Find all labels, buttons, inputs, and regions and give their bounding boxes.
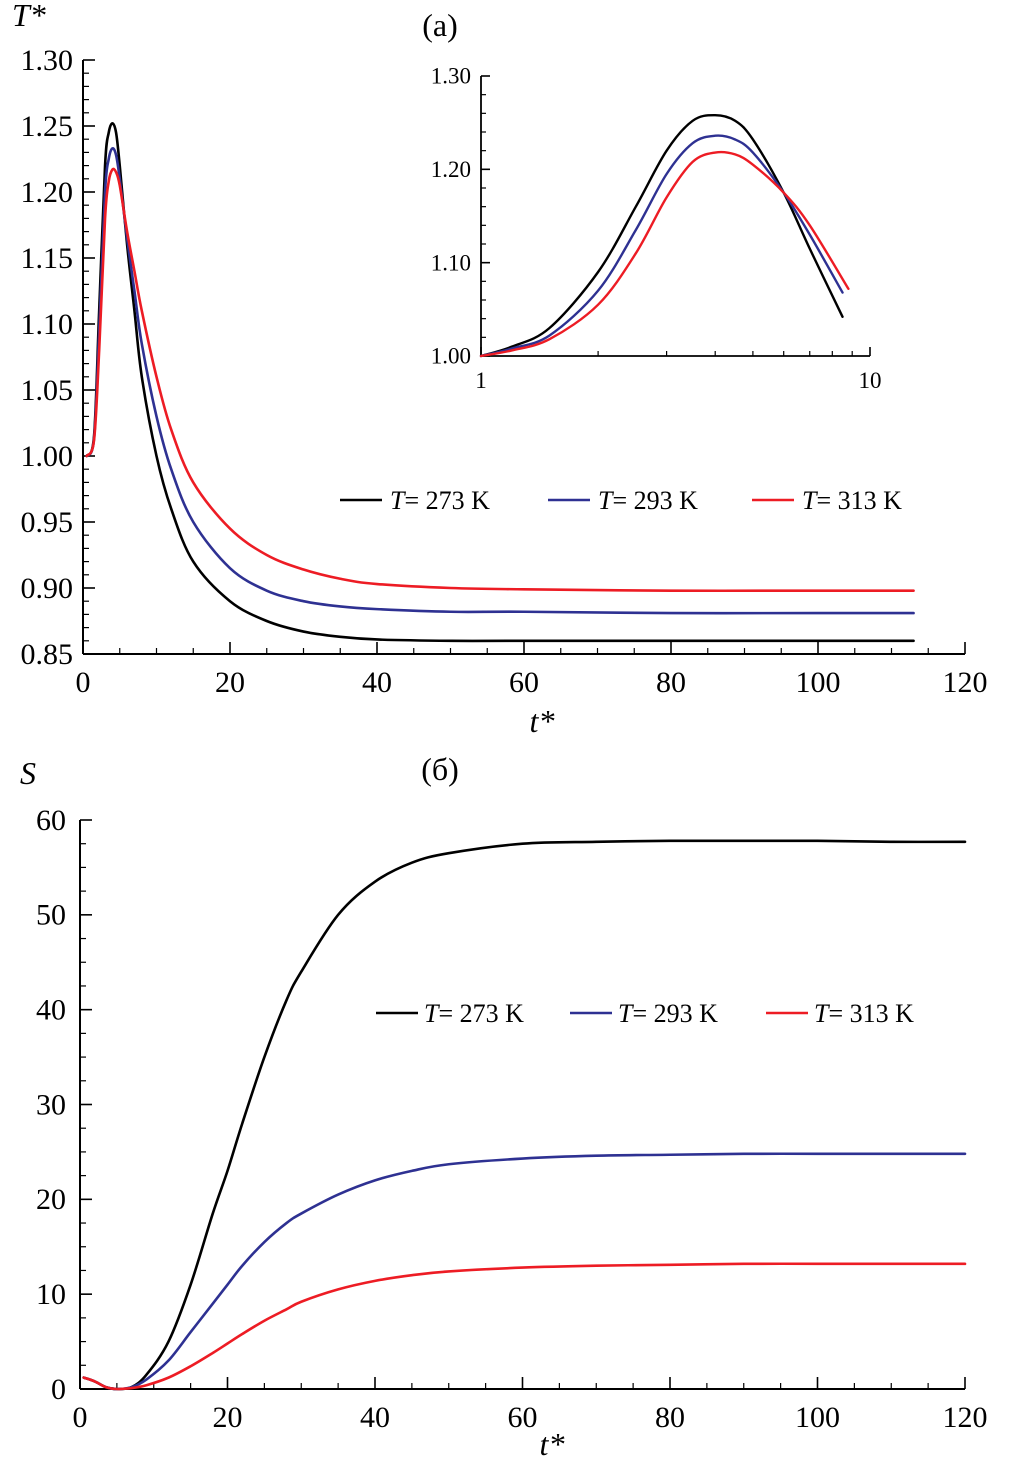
panel-a-series-line-293k — [85, 147, 915, 615]
panel-b-y-tick-label: 10 — [36, 1278, 66, 1311]
panel-a-y-tick-label: 1.10 — [21, 308, 74, 341]
panel-a-temperature-chart: (a) T* t* 0.85 0.90 0.95 1.00 1.05 1.10 1.15 1.… — [12, 0, 988, 739]
panel-b-x-tick-label: 80 — [655, 1401, 685, 1434]
panel-a-legend: T= 273 K T= 293 K T= 313 K — [340, 486, 902, 515]
inset-y-tick-label: 1.10 — [431, 250, 471, 275]
legend-a-text-313: = 313 K — [816, 486, 902, 515]
panel-a-x-tick-label: 20 — [215, 666, 245, 699]
inset-series-line-313k — [479, 150, 850, 358]
panel-a-x-tick-label: 80 — [656, 666, 686, 699]
panel-b-x-tick-label: 0 — [73, 1401, 88, 1434]
legend-b-text-313: = 313 K — [828, 999, 914, 1028]
panel-b-series — [82, 839, 967, 1391]
legend-a-var-293: T — [598, 486, 614, 515]
legend-a-text-293: = 293 K — [612, 486, 698, 515]
panel-a-series — [85, 122, 915, 643]
panel-a-axes: 0.85 0.90 0.95 1.00 1.05 1.10 1.15 1.20 1.25 1.30… — [21, 44, 988, 699]
panel-b-y-tick-label: 60 — [36, 804, 66, 837]
inset-x-tick-label: 10 — [859, 368, 882, 393]
panel-a-x-tick-label: 120 — [943, 666, 988, 699]
panel-a-y-tick-label: 0.95 — [21, 506, 74, 539]
panel-a-y-tick-label: 1.25 — [21, 110, 74, 143]
panel-b-x-tick-label: 60 — [508, 1401, 538, 1434]
inset-axes: 1.00 1.10 1.20 1.30 1 10 — [431, 64, 882, 393]
legend-a-var-273: T — [390, 486, 406, 515]
legend-a-entry-273: T= 273 K — [390, 486, 490, 515]
panel-b-x-tick-label: 100 — [795, 1401, 840, 1434]
panel-b-x-axis-title: t* — [540, 1426, 565, 1462]
panel-b-series-line-313k — [82, 1262, 967, 1391]
panel-b-y-tick-label: 30 — [36, 1088, 66, 1121]
legend-b-text-273: = 273 K — [438, 999, 524, 1028]
legend-b-entry-273: T= 273 K — [424, 999, 524, 1028]
panel-b-y-axis-title: S — [20, 755, 36, 791]
panel-a-y-tick-label: 1.15 — [21, 242, 74, 275]
legend-b-var-293: T — [618, 999, 634, 1028]
panel-a-x-tick-label: 100 — [796, 666, 841, 699]
panel-a-y-axis-title: T* — [12, 0, 46, 33]
panel-a-x-axis-title: t* — [530, 703, 555, 739]
inset-x-tick-label: 1 — [475, 368, 487, 393]
legend-a-var-313: T — [802, 486, 818, 515]
panel-b-y-tick-label: 0 — [51, 1373, 66, 1406]
inset-y-tick-label: 1.00 — [431, 344, 471, 369]
legend-a-entry-293: T= 293 K — [598, 486, 698, 515]
inset-y-tick-label: 1.20 — [431, 157, 471, 182]
legend-a-text-273: = 273 K — [404, 486, 490, 515]
panel-a-y-tick-label: 1.20 — [21, 176, 74, 209]
legend-b-entry-293: T= 293 K — [618, 999, 718, 1028]
panel-a-x-tick-label: 40 — [362, 666, 392, 699]
panel-b-x-tick-label: 120 — [943, 1401, 988, 1434]
panel-b-axes: 0 10 20 30 40 50 60 0 20 40 60 80 100 120 — [36, 804, 988, 1434]
panel-a-y-tick-label: 1.30 — [21, 44, 74, 77]
panel-a-series-line-273k — [85, 122, 915, 643]
panel-b-x-tick-label: 40 — [360, 1401, 390, 1434]
panel-a-series-line-313k — [85, 167, 915, 593]
legend-b-var-313: T — [814, 999, 830, 1028]
panel-b-y-tick-label: 20 — [36, 1183, 66, 1216]
panel-a-y-tick-label: 1.05 — [21, 374, 74, 407]
legend-a-entry-313: T= 313 K — [802, 486, 902, 515]
inset-y-tick-label: 1.30 — [431, 64, 471, 89]
panel-b-y-tick-label: 50 — [36, 899, 66, 932]
legend-b-text-293: = 293 K — [632, 999, 718, 1028]
panel-a-inset-chart: 1.00 1.10 1.20 1.30 1 10 — [431, 64, 882, 393]
panel-b-x-tick-label: 20 — [213, 1401, 243, 1434]
legend-b-entry-313: T= 313 K — [814, 999, 914, 1028]
legend-b-var-273: T — [424, 999, 440, 1028]
panel-b-legend: T= 273 K T= 293 K T= 313 K — [376, 999, 914, 1028]
panel-a-x-tick-label: 0 — [76, 666, 91, 699]
panel-a-label: (a) — [422, 7, 458, 43]
panel-a-y-tick-label: 1.00 — [21, 440, 74, 473]
panel-a-x-tick-label: 60 — [509, 666, 539, 699]
panel-a-y-tick-label: 0.85 — [21, 638, 74, 671]
panel-b-label: (б) — [421, 751, 459, 787]
panel-a-y-tick-label: 0.90 — [21, 572, 74, 605]
panel-b-y-tick-label: 40 — [36, 994, 66, 1027]
inset-series — [479, 113, 850, 358]
